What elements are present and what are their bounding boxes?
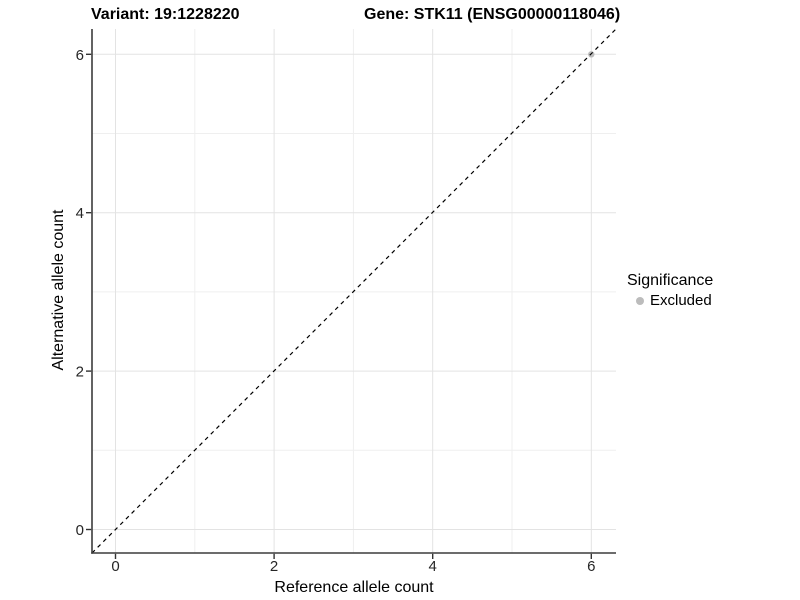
y-axis-title: Alternative allele count [50, 209, 67, 371]
identity-line [91, 28, 617, 554]
y-tick-label: 0 [76, 522, 84, 539]
x-tick-label: 2 [270, 558, 278, 575]
legend: Significance Excluded [627, 271, 713, 309]
legend-marker-icon [636, 296, 644, 305]
legend-entry-label: Excluded [650, 292, 712, 309]
legend-title: Significance [627, 272, 714, 289]
x-tick-label: 6 [587, 558, 595, 575]
legend-entry-excluded: Excluded [627, 292, 713, 309]
x-tick-label: 4 [429, 558, 437, 575]
y-tick-label: 4 [76, 205, 84, 222]
variant-title: Variant: 19:1228220 [91, 6, 240, 23]
y-tick-label: 6 [76, 47, 84, 64]
legend-entries: Excluded [627, 292, 713, 309]
gene-title: Gene: STK11 (ENSG00000118046) [364, 6, 621, 23]
x-tick-label: 0 [111, 558, 119, 575]
x-axis-title: Reference allele count [274, 579, 434, 596]
y-tick-label: 2 [76, 364, 84, 381]
